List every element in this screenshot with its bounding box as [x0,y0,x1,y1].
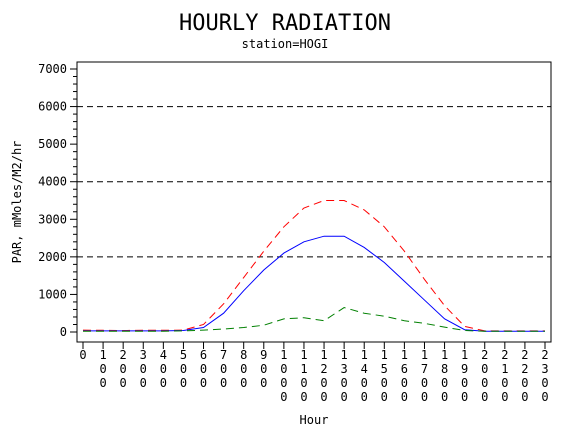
plot-frame [76,61,552,343]
y-axis-label: PAR, mMoles/M2/hr [10,141,24,264]
series-line-2 [83,235,545,332]
series-line-1 [82,200,545,332]
y-tick-label: 6000 [38,100,67,114]
chart-title: HOURLY RADIATION [179,11,391,36]
y-tick-label: 4000 [38,175,67,189]
x-axis-label: Hour [300,413,329,427]
y-tick-label: 2000 [38,250,67,264]
reference-lines [77,106,551,258]
x-tick-label: 0 [79,348,86,362]
y-tick-label: 0 [60,325,67,339]
y-tick-label: 1000 [38,287,67,301]
chart-subtitle: station=HOGI [242,37,329,51]
y-tick-label: 7000 [38,62,67,76]
series-group [82,200,545,332]
y-tick-label: 5000 [38,137,67,151]
series-line-3 [83,307,545,332]
x-axis: 0 1 0 0 2 0 0 3 0 0 4 0 0 5 0 0 6 0 0 7 0 0 8 0 0 9 0 0 1 0 0 0 1 1 0 0 1 2 0 0… [79,342,549,404]
y-tick-label: 3000 [38,212,67,226]
y-axis: 0 1000 2000 3000 4000 5000 6000 7000 [38,62,77,339]
